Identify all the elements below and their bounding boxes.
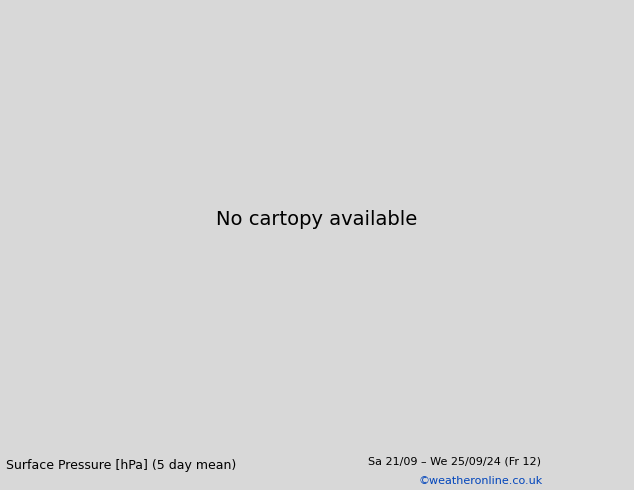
Text: Sa 21/09 – We 25/09/24 (Fr 12): Sa 21/09 – We 25/09/24 (Fr 12) — [368, 456, 541, 466]
Text: ©weatheronline.co.uk: ©weatheronline.co.uk — [418, 476, 543, 486]
Text: Surface Pressure [hPa] (5 day mean): Surface Pressure [hPa] (5 day mean) — [6, 460, 236, 472]
Text: No cartopy available: No cartopy available — [216, 210, 418, 229]
